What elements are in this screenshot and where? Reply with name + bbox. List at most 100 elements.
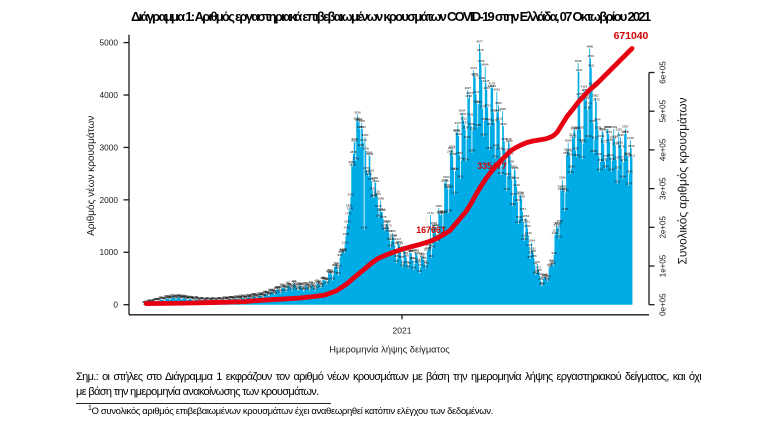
svg-text:1774: 1774 — [378, 208, 385, 212]
svg-text:1475: 1475 — [385, 223, 392, 227]
svg-text:2496: 2496 — [567, 170, 574, 174]
svg-text:2394: 2394 — [443, 175, 450, 179]
svg-text:3253: 3253 — [621, 130, 628, 134]
svg-text:1635: 1635 — [380, 215, 387, 219]
svg-text:1150: 1150 — [342, 240, 349, 244]
svg-text:90: 90 — [196, 296, 200, 300]
svg-text:3300: 3300 — [600, 128, 607, 132]
svg-text:1217: 1217 — [395, 237, 402, 241]
svg-text:1373: 1373 — [552, 229, 559, 233]
svg-text:64: 64 — [153, 297, 157, 301]
svg-text:3219: 3219 — [455, 132, 462, 136]
svg-text:93: 93 — [187, 296, 191, 300]
svg-text:82: 82 — [202, 296, 206, 300]
svg-text:2071: 2071 — [510, 192, 517, 196]
svg-text:184: 184 — [272, 291, 277, 295]
svg-text:2853: 2853 — [456, 151, 463, 155]
svg-text:1013: 1013 — [424, 248, 431, 252]
svg-text:1184: 1184 — [528, 239, 535, 243]
svg-text:313: 313 — [294, 284, 299, 288]
svg-text:2379: 2379 — [513, 176, 520, 180]
svg-text:1160: 1160 — [396, 240, 403, 244]
svg-text:116: 116 — [166, 295, 171, 299]
svg-text:112: 112 — [174, 295, 179, 299]
svg-text:1281: 1281 — [522, 233, 529, 237]
svg-text:365: 365 — [297, 281, 302, 285]
svg-text:855: 855 — [421, 256, 426, 260]
svg-text:3251: 3251 — [605, 130, 612, 134]
svg-text:3152: 3152 — [591, 135, 598, 139]
svg-text:59: 59 — [203, 298, 207, 302]
svg-text:1330: 1330 — [525, 231, 532, 235]
svg-text:2886: 2886 — [447, 149, 454, 153]
svg-text:2380: 2380 — [372, 176, 379, 180]
svg-text:2924: 2924 — [564, 147, 571, 151]
svg-text:80: 80 — [192, 296, 196, 300]
svg-text:107: 107 — [167, 295, 172, 299]
svg-text:3664: 3664 — [459, 109, 466, 113]
svg-text:568: 568 — [533, 271, 538, 275]
svg-text:966: 966 — [338, 250, 343, 254]
svg-text:2000: 2000 — [100, 195, 119, 205]
svg-text:106: 106 — [227, 295, 232, 299]
svg-text:2892: 2892 — [591, 149, 598, 153]
svg-text:101: 101 — [230, 295, 235, 299]
svg-text:1515: 1515 — [555, 221, 562, 225]
svg-text:748: 748 — [532, 261, 537, 265]
svg-text:98: 98 — [195, 295, 199, 299]
svg-text:1520: 1520 — [430, 221, 437, 225]
svg-text:3805: 3805 — [495, 101, 502, 105]
svg-text:987: 987 — [342, 249, 347, 253]
svg-text:875: 875 — [420, 255, 425, 259]
svg-text:3104: 3104 — [578, 138, 585, 142]
svg-text:61: 61 — [197, 297, 201, 301]
svg-text:141: 141 — [176, 293, 181, 297]
svg-text:717: 717 — [418, 263, 423, 267]
svg-text:2686: 2686 — [348, 160, 355, 164]
svg-text:114: 114 — [242, 295, 247, 299]
svg-text:2401: 2401 — [457, 175, 464, 179]
svg-text:572: 572 — [331, 271, 336, 275]
svg-text:1728: 1728 — [440, 210, 447, 214]
svg-text:69: 69 — [198, 297, 202, 301]
svg-text:3073: 3073 — [580, 140, 587, 144]
svg-text:5e+05: 5e+05 — [659, 99, 668, 122]
svg-text:2020: 2020 — [518, 195, 525, 199]
svg-text:356: 356 — [286, 282, 291, 286]
svg-text:257: 257 — [313, 287, 318, 291]
svg-text:547: 547 — [537, 272, 542, 276]
svg-text:2876: 2876 — [350, 150, 357, 154]
svg-text:2324: 2324 — [372, 179, 379, 183]
svg-text:382: 382 — [317, 281, 322, 285]
svg-text:93: 93 — [244, 296, 248, 300]
svg-text:2505: 2505 — [626, 169, 633, 173]
svg-text:900: 900 — [404, 253, 409, 257]
svg-text:75: 75 — [207, 297, 211, 301]
svg-text:464: 464 — [323, 276, 328, 280]
svg-text:760: 760 — [333, 261, 338, 265]
svg-text:118: 118 — [234, 294, 239, 298]
svg-text:671040: 671040 — [614, 31, 649, 42]
svg-text:96: 96 — [160, 296, 164, 300]
svg-text:2404: 2404 — [620, 175, 627, 179]
svg-text:989: 989 — [531, 249, 536, 253]
svg-text:2638: 2638 — [349, 162, 356, 166]
svg-text:2167: 2167 — [503, 187, 510, 191]
svg-text:355: 355 — [318, 282, 323, 286]
svg-text:113: 113 — [250, 295, 255, 299]
svg-text:2171: 2171 — [558, 187, 565, 191]
svg-text:2453: 2453 — [504, 172, 511, 176]
svg-text:71: 71 — [214, 297, 218, 301]
svg-text:1537: 1537 — [515, 220, 522, 224]
svg-text:2096: 2096 — [517, 191, 524, 195]
svg-text:4820: 4820 — [477, 48, 484, 52]
svg-text:83: 83 — [163, 296, 167, 300]
svg-text:3270: 3270 — [454, 129, 461, 133]
svg-text:140: 140 — [175, 293, 180, 297]
svg-text:782: 782 — [422, 260, 427, 264]
svg-text:10: 10 — [142, 300, 146, 304]
svg-text:932: 932 — [419, 252, 424, 256]
svg-text:314: 314 — [306, 284, 311, 288]
svg-text:2829: 2829 — [566, 152, 573, 156]
svg-text:3e+05: 3e+05 — [659, 177, 668, 200]
